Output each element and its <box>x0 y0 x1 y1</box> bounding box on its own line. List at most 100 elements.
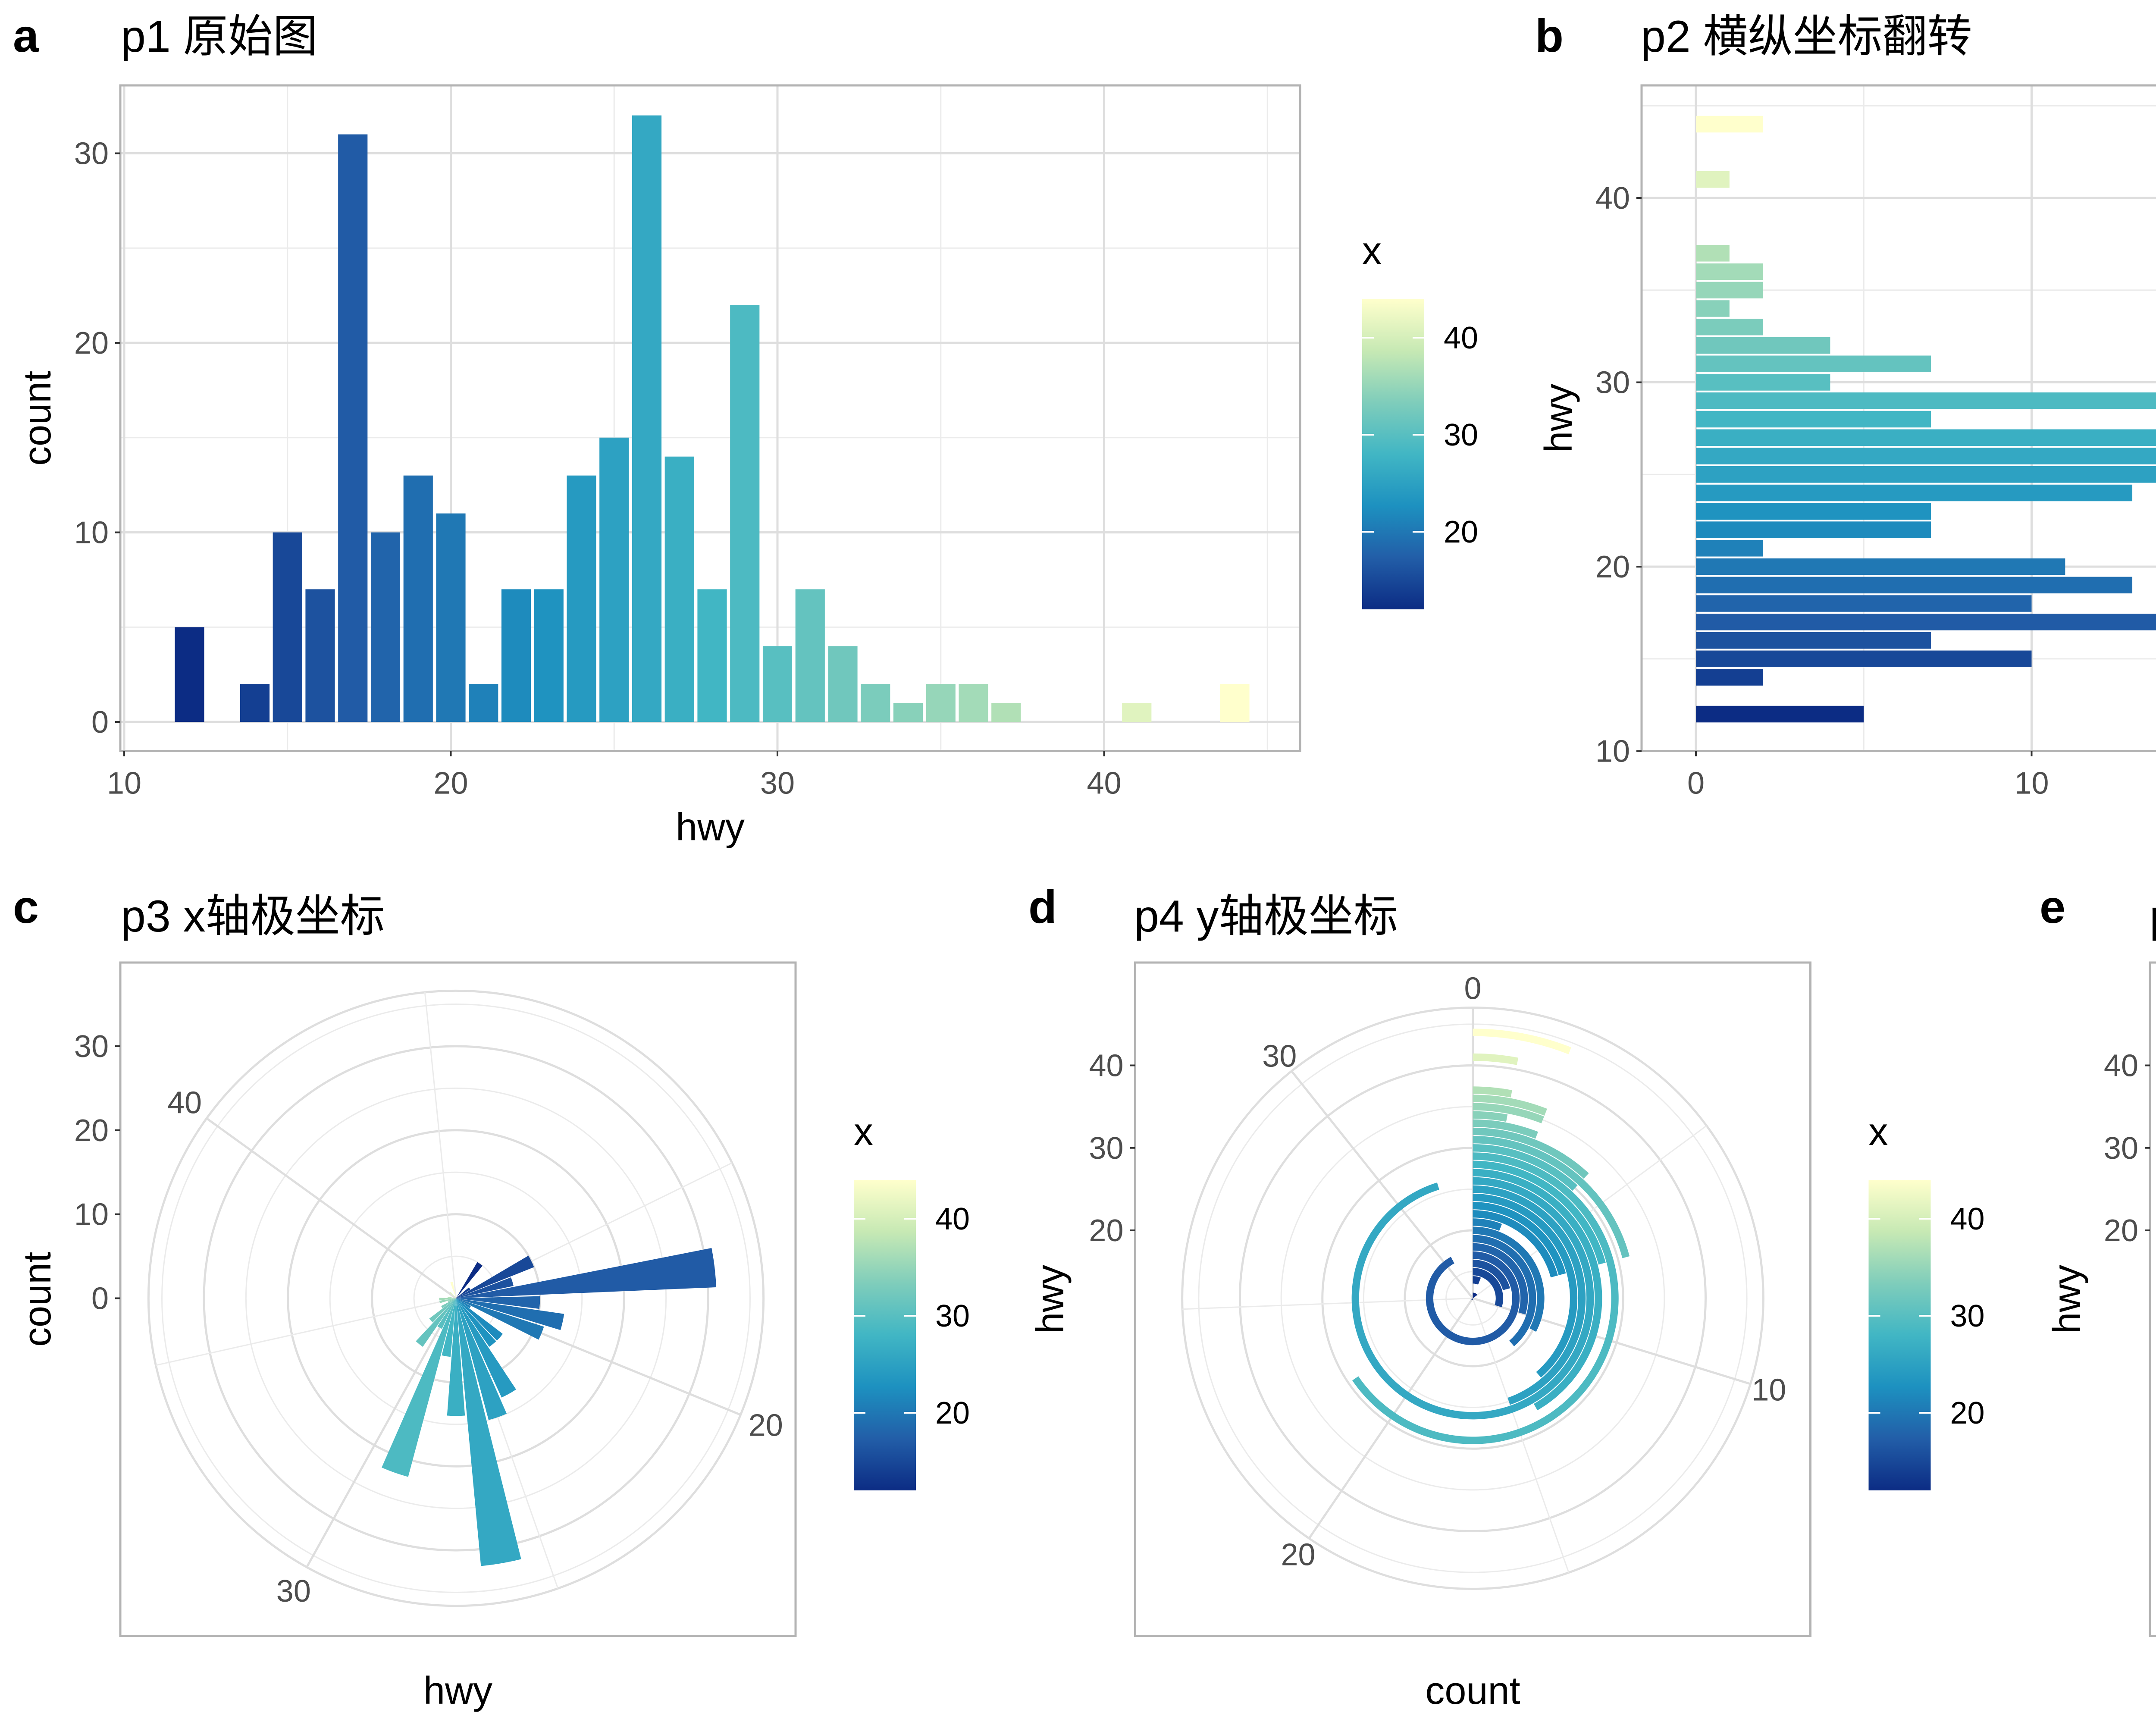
bar <box>1696 319 1763 336</box>
y-tick-label: 10 <box>1595 734 1630 769</box>
bar <box>762 646 793 722</box>
panel-border <box>2149 961 2156 1637</box>
bar <box>1696 503 1931 520</box>
panel-a-header: a p1 原始图 <box>13 9 318 62</box>
polar-bar <box>442 1298 456 1357</box>
y-tick-label: 0 <box>91 705 109 740</box>
colorbar-label: 20 <box>1950 1396 1985 1430</box>
polar-bar <box>456 1298 471 1308</box>
y-tick-label: 20 <box>74 326 109 361</box>
polar-bar <box>456 1298 503 1341</box>
y-axis-title: count <box>16 371 59 466</box>
colorbar <box>1362 299 1424 609</box>
polar-bar <box>456 1262 483 1298</box>
x-tick-label: 10 <box>2014 766 2049 801</box>
panel-border <box>1640 84 2156 752</box>
polar-bar <box>1473 1136 1630 1258</box>
bar <box>469 684 498 722</box>
color-legend: x 20 30 40 <box>1868 1110 1985 1490</box>
polar-bar <box>448 1298 456 1302</box>
r-tick-label: 20 <box>2104 1214 2138 1248</box>
polar-bar <box>456 1248 716 1298</box>
panel-letter-e: e <box>2040 881 2065 933</box>
panel-d-header: d p4 y轴极坐标 <box>1028 881 1398 941</box>
r-tick-label: 20 <box>1089 1214 1123 1248</box>
polar-bar <box>1473 1193 1578 1378</box>
bar <box>1696 374 1830 391</box>
polar-bar <box>456 1298 496 1347</box>
polar-bar <box>456 1255 534 1298</box>
chart-p1-histogram: 10 20 30 40 0 10 20 30 hwy count x 20 30 40 <box>16 84 1478 849</box>
theta-tick-label: 40 <box>167 1085 202 1120</box>
r-tick-label: 30 <box>2104 1131 2138 1166</box>
polar-bar <box>416 1298 456 1347</box>
bar <box>1696 171 1730 188</box>
polar-grid-circle <box>287 1129 625 1468</box>
bar <box>1696 706 1864 723</box>
bar <box>175 627 204 722</box>
bar <box>1696 245 1730 262</box>
bar <box>959 684 988 722</box>
panel-letter-b: b <box>1535 9 1564 62</box>
polar-bar <box>456 1298 521 1566</box>
polar-bar <box>448 1296 456 1298</box>
polar-bar <box>1473 1160 1606 1265</box>
panel-c-header: c p3 x轴极坐标 <box>13 881 385 941</box>
bar <box>730 305 760 722</box>
r-tick-label: 20 <box>74 1113 109 1148</box>
legend-title: x <box>854 1110 873 1154</box>
y-tick-label: 30 <box>1595 366 1630 400</box>
x-tick-label: 20 <box>433 766 468 801</box>
bar <box>273 532 302 722</box>
bar <box>1696 595 2032 612</box>
bar <box>1696 337 1830 354</box>
polar-bar <box>439 1298 456 1301</box>
panel-e-header: e p5 y轴极坐标，改变起点和转的方向 <box>2040 881 2156 941</box>
theta-tick-label: 20 <box>749 1408 783 1443</box>
bar <box>240 684 270 722</box>
panel-title-p3: p3 x轴极坐标 <box>121 891 385 941</box>
x-tick-label: 30 <box>760 766 795 801</box>
bar <box>501 589 531 722</box>
bar <box>338 134 368 722</box>
colorbar-label: 40 <box>1950 1202 1985 1236</box>
y-axis-title: hwy <box>1537 384 1580 453</box>
bar <box>1696 282 1763 298</box>
theta-tick-label: 10 <box>1752 1373 1786 1407</box>
theta-tick-label: 20 <box>1281 1537 1315 1572</box>
polar-bar <box>449 1292 456 1298</box>
bar <box>926 684 956 722</box>
chart-p3-polar-x: 20 30 40 0 10 20 30 hwy count x 20 30 40 <box>16 961 970 1712</box>
polar-bar <box>1473 1226 1545 1332</box>
r-tick-label: 40 <box>2104 1049 2138 1083</box>
colorbar-label: 20 <box>1444 515 1478 549</box>
polar-grid-circle-minor <box>161 1004 751 1593</box>
r-tick-label: 30 <box>1089 1131 1123 1166</box>
polar-bar <box>439 1298 456 1303</box>
bar <box>795 589 825 722</box>
polar-bar <box>1473 1111 1508 1122</box>
polar-bar <box>1473 1202 1566 1276</box>
bar <box>861 684 890 722</box>
polar-bar <box>456 1298 507 1420</box>
polar-bar <box>429 1298 456 1323</box>
y-tick-label: 10 <box>74 516 109 550</box>
colorbar <box>854 1180 916 1490</box>
bar <box>1696 263 1763 280</box>
bar <box>1696 448 2156 464</box>
bar <box>1696 614 2156 630</box>
panel-title-p2: p2 横纵坐标翻转 <box>1641 12 1972 62</box>
colorbar-label: 30 <box>935 1299 970 1333</box>
polar-grid-circle <box>203 1045 709 1552</box>
x-tick-label: 0 <box>1687 766 1705 801</box>
bar <box>305 589 335 722</box>
bar <box>1696 540 1763 557</box>
polar-bar <box>456 1287 470 1298</box>
polar-bar <box>456 1298 516 1398</box>
polar-bar <box>456 1296 540 1309</box>
bar <box>534 589 564 722</box>
bar <box>1696 632 1931 649</box>
colorbar-label: 30 <box>1444 418 1478 452</box>
polar-bar <box>437 1298 456 1329</box>
